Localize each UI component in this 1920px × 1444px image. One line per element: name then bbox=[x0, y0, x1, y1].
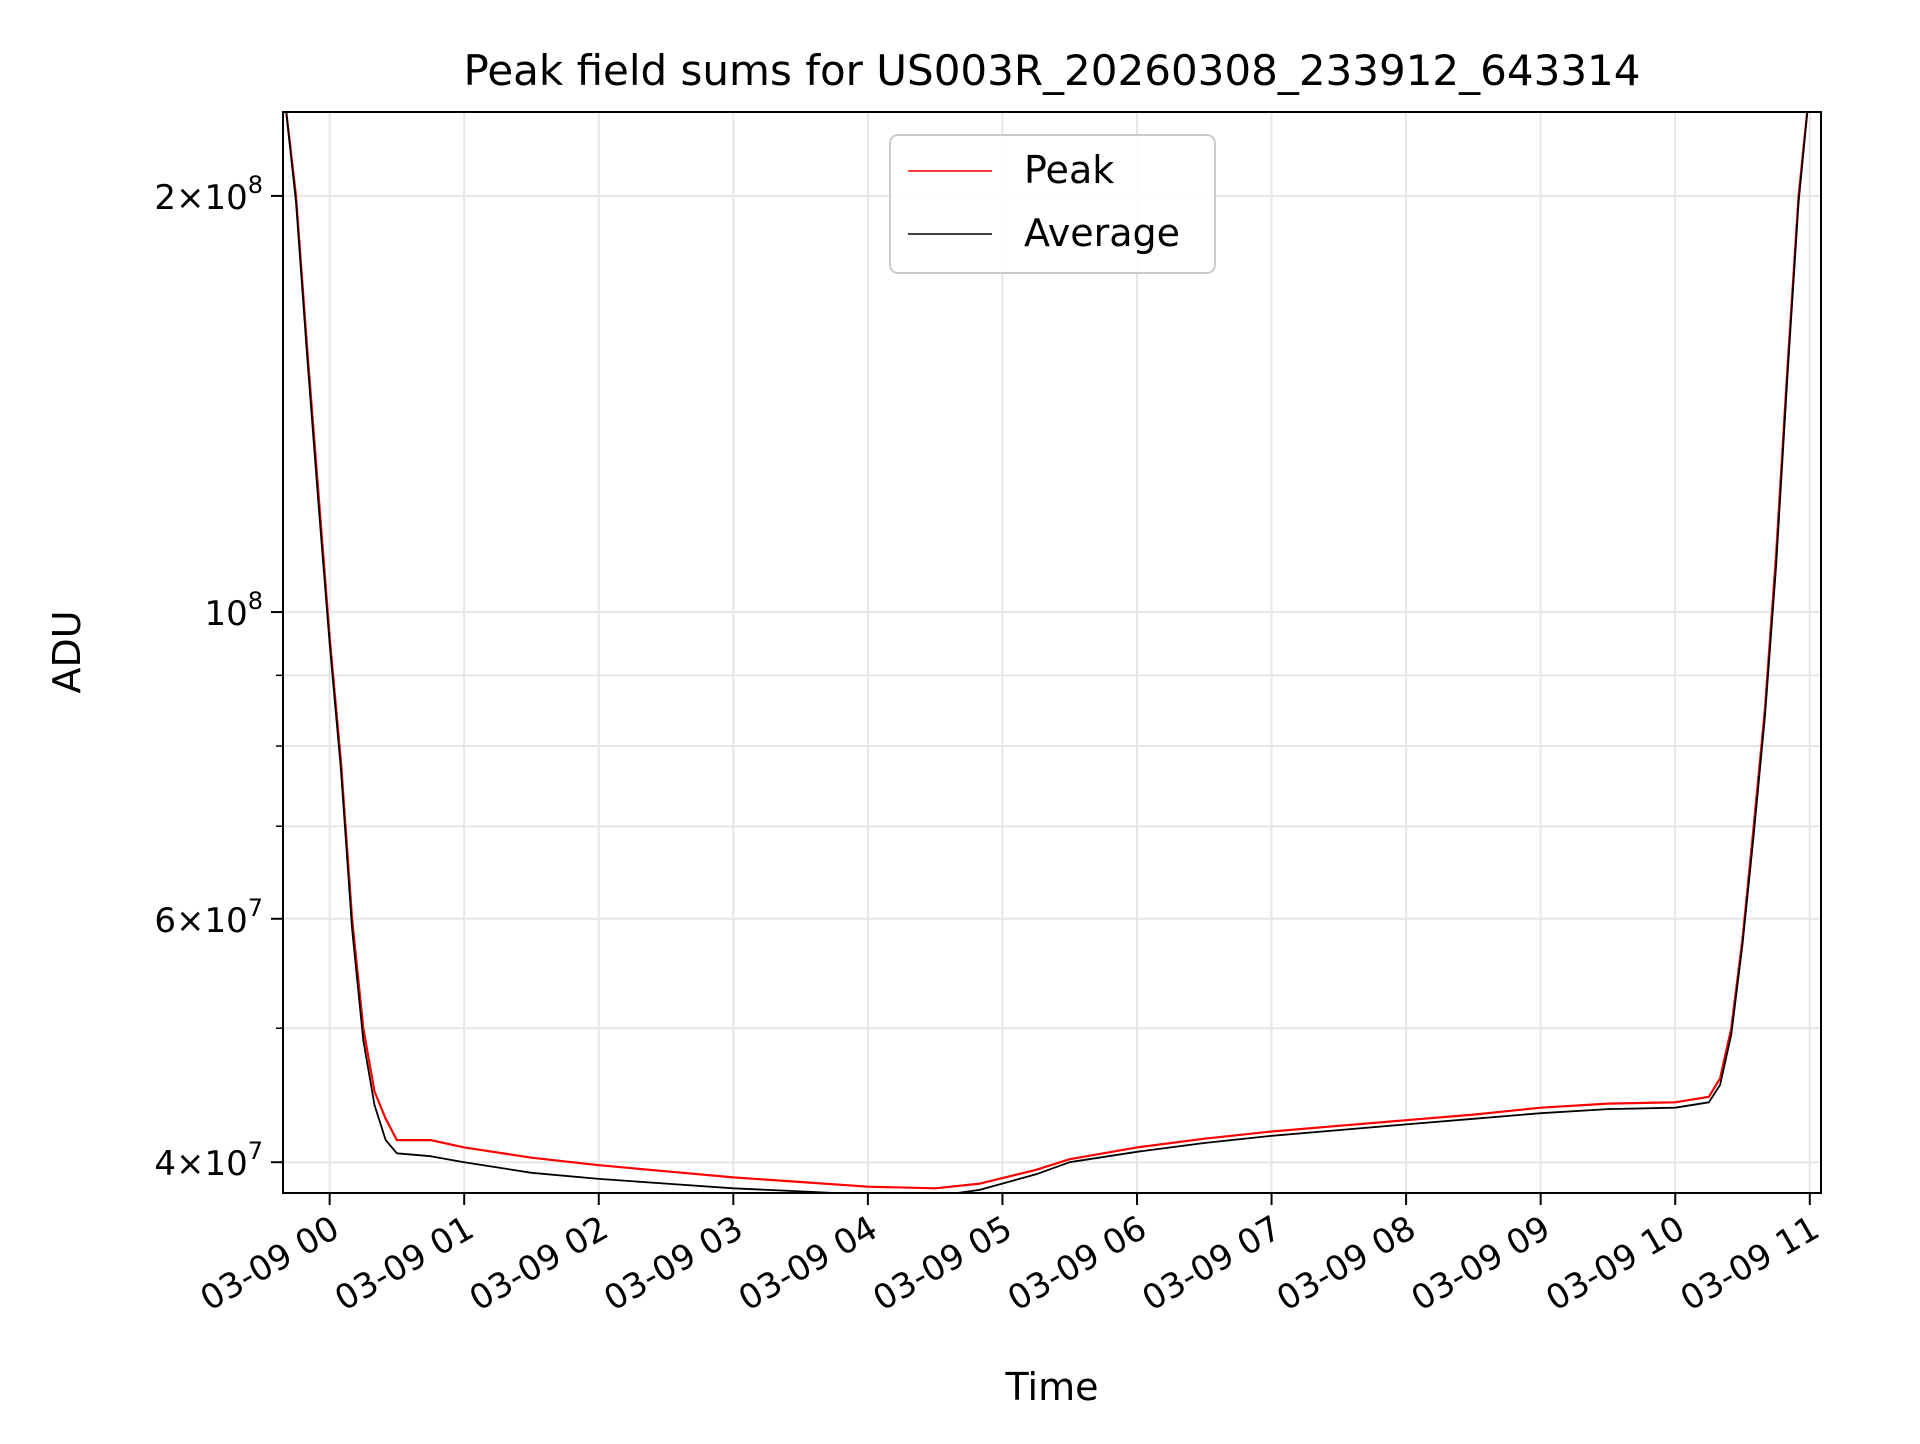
grid bbox=[283, 112, 1821, 1193]
legend-label-peak: Peak bbox=[1024, 148, 1114, 192]
y-tick-label: 6×107 bbox=[154, 894, 263, 941]
y-tick-label: 4×107 bbox=[154, 1137, 263, 1184]
chart-title: Peak field sums for US003R_20260308_2339… bbox=[464, 46, 1641, 95]
legend-box bbox=[889, 134, 1216, 274]
legend: Peak Average bbox=[889, 134, 1216, 274]
plot-area bbox=[283, 112, 1821, 1193]
plot-frame bbox=[282, 111, 1822, 1194]
y-tick-label: 2×108 bbox=[154, 171, 263, 218]
series-line-average bbox=[285, 112, 1809, 1193]
y-axis: 4×107 6×107 108 2×108 bbox=[154, 171, 283, 1184]
series-layer bbox=[285, 112, 1809, 1193]
y-tick-label: 108 bbox=[204, 587, 263, 634]
x-axis-label: Time bbox=[1005, 1365, 1099, 1409]
legend-label-average: Average bbox=[1024, 211, 1180, 255]
y-axis-label: ADU bbox=[45, 610, 89, 693]
